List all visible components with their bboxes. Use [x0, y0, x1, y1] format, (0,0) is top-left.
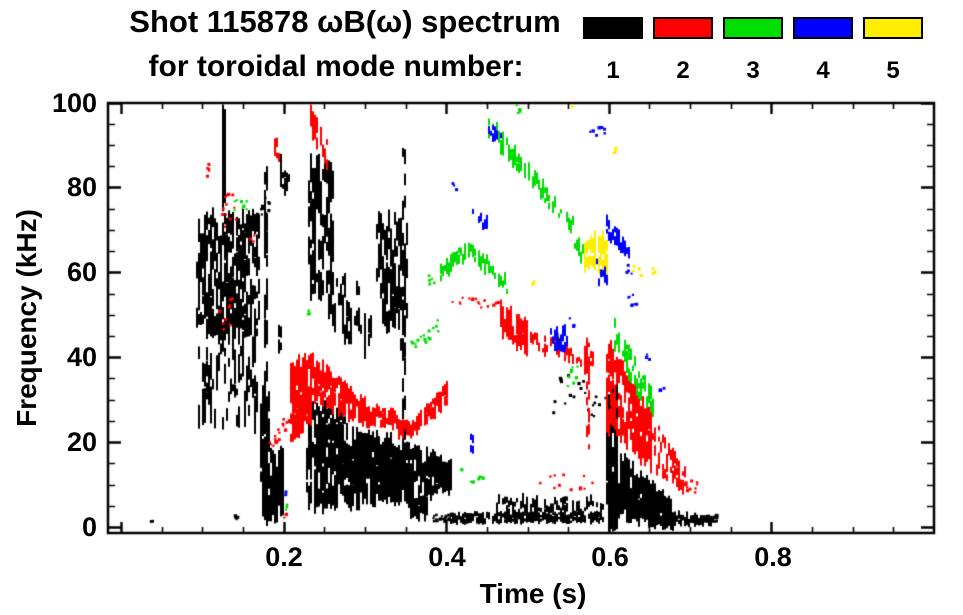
legend-label-mode-4: 4	[816, 57, 830, 84]
legend-label-mode-2: 2	[676, 57, 690, 84]
page-subtitle: for toroidal mode number:	[148, 50, 524, 83]
legend-swatch-mode-5	[863, 17, 923, 39]
legend-item-mode-1: 1	[583, 17, 643, 83]
y-tick-label-80: 80	[66, 172, 97, 202]
legend-item-mode-4: 4	[793, 17, 853, 83]
x-axis-title: Time (s)	[479, 578, 587, 609]
y-tick-label-40: 40	[66, 342, 97, 372]
x-tick-label-0.4: 0.4	[428, 542, 466, 572]
x-tick-label-0.6: 0.6	[591, 542, 629, 572]
y-tick-label-100: 100	[51, 88, 97, 118]
legend: 1 2 3 4 5	[583, 17, 923, 83]
legend-label-mode-5: 5	[886, 57, 900, 84]
legend-label-mode-3: 3	[746, 57, 760, 84]
page-title: Shot 115878 ωB(ω) spectrum	[129, 4, 561, 39]
legend-swatch-mode-4	[793, 17, 853, 39]
y-tick-label-60: 60	[66, 257, 97, 287]
legend-swatch-mode-3	[723, 17, 783, 39]
y-tick-label-20: 20	[66, 427, 97, 457]
y-tick-label-0: 0	[81, 512, 97, 542]
x-tick-label-0.8: 0.8	[754, 542, 792, 572]
legend-label-mode-1: 1	[606, 57, 620, 84]
legend-item-mode-2: 2	[653, 17, 713, 83]
y-axis-title: Frequency (kHz)	[11, 209, 42, 427]
x-tick-label-0.2: 0.2	[265, 542, 303, 572]
legend-item-mode-5: 5	[863, 17, 923, 83]
legend-swatch-mode-1	[583, 17, 643, 39]
legend-swatch-mode-2	[653, 17, 713, 39]
legend-item-mode-3: 3	[723, 17, 783, 83]
